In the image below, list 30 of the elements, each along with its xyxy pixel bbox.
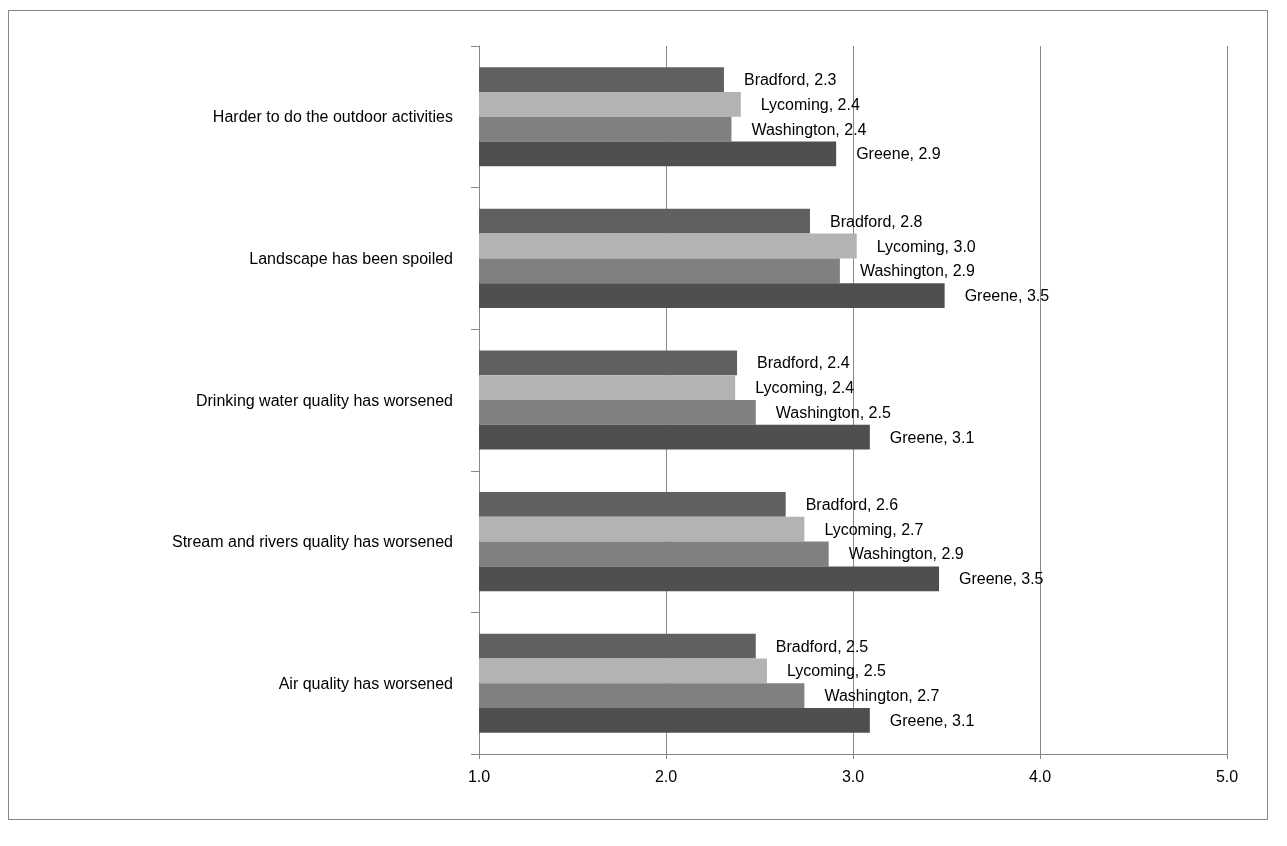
data-label: Bradford, 2.8 (829, 212, 923, 230)
x-tick-label: 4.0 (1028, 767, 1052, 785)
y-tick-label: Landscape has been spoiled (249, 249, 453, 267)
data-label: Washington, 2.4 (751, 120, 867, 138)
x-tick-label: 5.0 (1215, 767, 1239, 785)
x-tick-label: 1.0 (467, 767, 491, 785)
data-label: Bradford, 2.4 (757, 354, 850, 372)
x-tick-label: 2.0 (654, 767, 678, 785)
data-label: Greene, 2.9 (856, 145, 941, 163)
y-tick-label: Air quality has worsened (278, 674, 453, 692)
data-label: Washington, 2.9 (859, 262, 976, 280)
data-label: Greene, 3.1 (889, 711, 975, 729)
data-label: Bradford, 2.6 (805, 495, 899, 513)
data-label: Lycoming, 3.0 (876, 237, 976, 255)
x-tick-label: 3.0 (841, 767, 865, 785)
data-label: Lycoming, 2.4 (755, 379, 855, 397)
data-label: Washington, 2.5 (775, 403, 891, 421)
data-label: Greene, 3.5 (959, 570, 1044, 588)
data-label: Greene, 3.1 (889, 428, 975, 446)
data-label: Bradford, 2.5 (775, 637, 869, 655)
data-label: Lycoming, 2.4 (760, 95, 860, 113)
y-tick-label: Stream and rivers quality has worsened (171, 533, 453, 551)
y-tick-label: Drinking water quality has worsened (195, 391, 453, 409)
data-label: Washington, 2.9 (848, 545, 964, 563)
data-label: Lycoming, 2.7 (824, 520, 924, 538)
data-label: Bradford, 2.3 (743, 71, 837, 89)
y-tick-label: Harder to do the outdoor activities (212, 108, 453, 126)
data-label: Lycoming, 2.5 (786, 662, 887, 680)
data-label: Washington, 2.7 (824, 687, 940, 705)
data-label: Greene, 3.5 (964, 287, 1050, 305)
